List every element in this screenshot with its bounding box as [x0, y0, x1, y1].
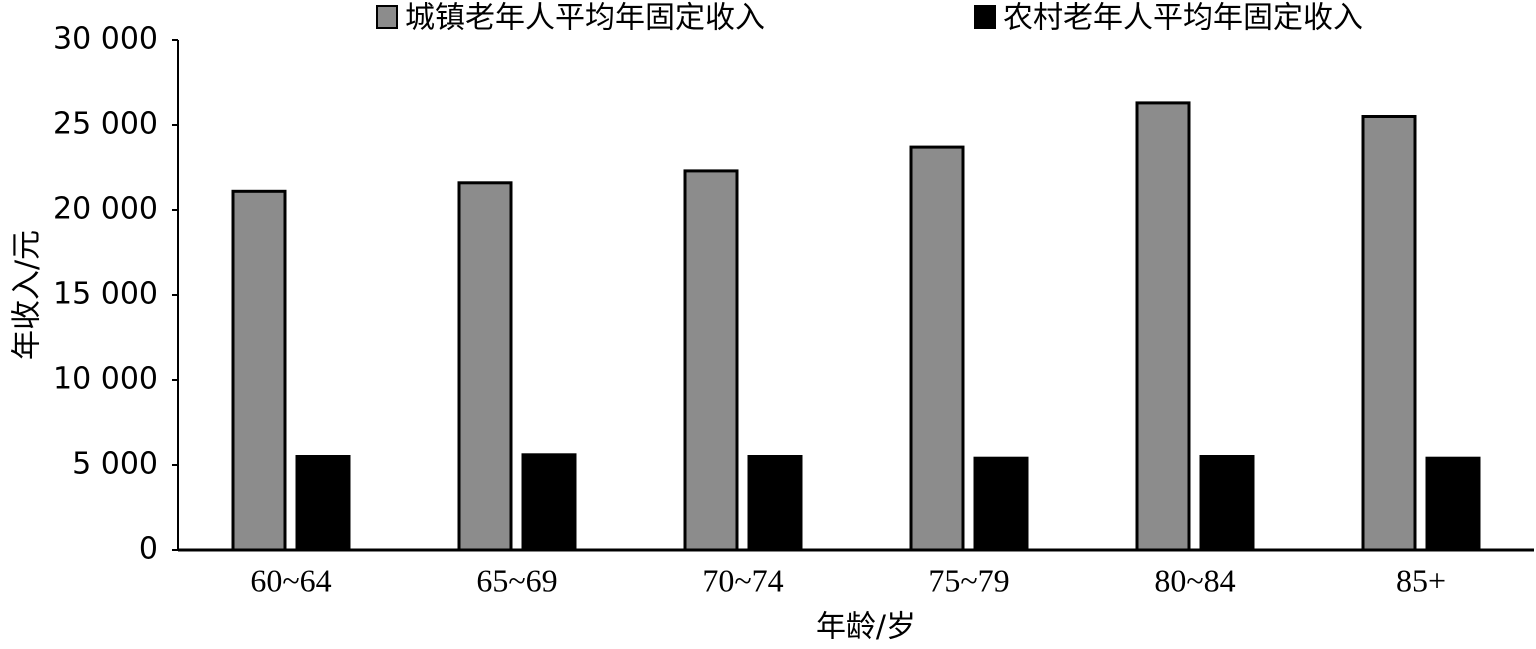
bar: [1425, 456, 1481, 552]
legend-label: 城镇老年人平均年固定收入: [405, 1, 765, 36]
y-tick-label: 30 000: [53, 22, 158, 57]
bar: [909, 145, 965, 552]
x-tick-label: 70~74: [702, 562, 783, 598]
y-tick-label: 15 000: [53, 277, 158, 312]
bar: [973, 456, 1029, 552]
x-tick-label: 75~79: [928, 562, 1009, 598]
bar: [231, 189, 287, 552]
x-tick-label: 65~69: [476, 562, 557, 598]
y-tick-label: 20 000: [53, 192, 158, 227]
y-axis-title: 年收入/元: [10, 230, 45, 360]
bar: [295, 455, 351, 552]
y-tick-label: 10 000: [53, 362, 158, 397]
x-tick-label: 60~64: [250, 562, 331, 598]
x-tick-label: 80~84: [1154, 562, 1235, 598]
bar: [457, 181, 513, 552]
bar: [1361, 115, 1417, 552]
y-tick-label: 5 000: [72, 447, 158, 482]
bar: [1135, 101, 1191, 552]
bar: [521, 453, 577, 552]
legend-swatch: [376, 5, 398, 29]
legend-swatch: [974, 5, 996, 29]
bar: [747, 455, 803, 552]
bar: [683, 169, 739, 552]
y-tick-label: 25 000: [53, 107, 158, 142]
legend-label: 农村老年人平均年固定收入: [1003, 1, 1363, 36]
x-axis-title: 年龄/岁: [816, 610, 916, 645]
x-tick-label: 85+: [1396, 562, 1446, 598]
bar: [1199, 455, 1255, 552]
y-tick-label: 0: [139, 532, 158, 567]
